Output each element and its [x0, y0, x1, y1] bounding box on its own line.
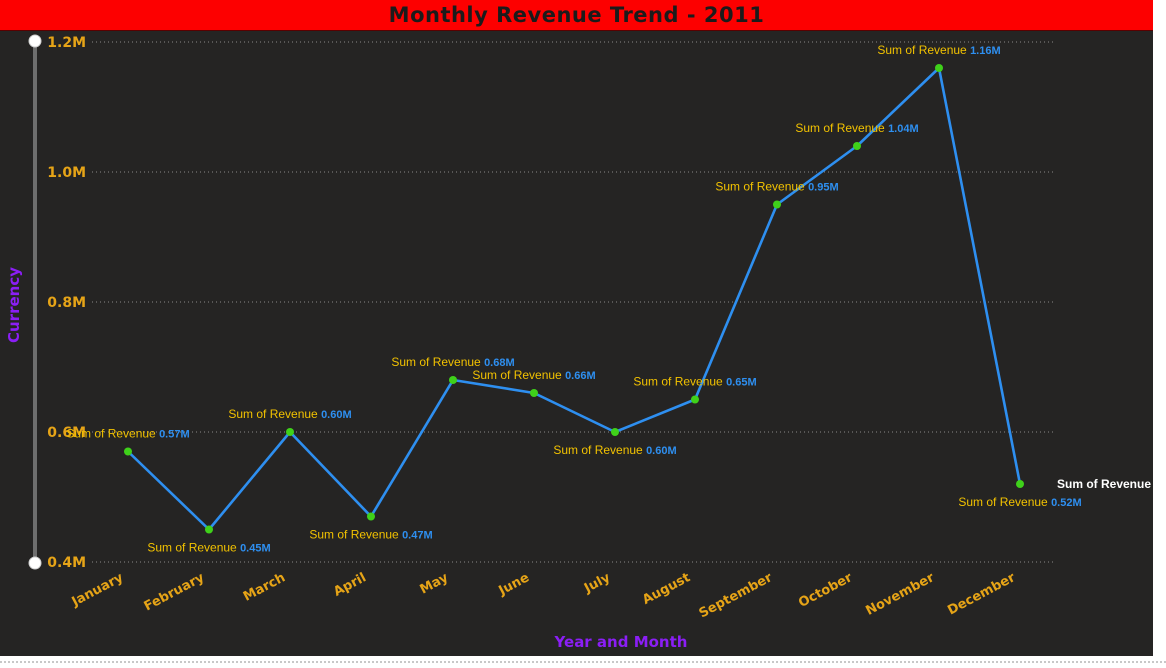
data-label-series-name: Sum of Revenue [66, 427, 159, 441]
data-label: Sum of Revenue 1.16M [877, 43, 1000, 57]
data-label-value: 0.47M [402, 530, 433, 542]
data-label: Sum of Revenue 0.52M [958, 495, 1081, 509]
x-tick-label: July [581, 570, 613, 597]
data-label-value: 0.65M [726, 377, 757, 389]
data-label-series-name: Sum of Revenue [472, 368, 565, 382]
data-label-series-name: Sum of Revenue [309, 528, 402, 542]
data-label-value: 0.66M [565, 370, 596, 382]
y-tick-label: 1.0M [47, 165, 86, 181]
data-point [530, 389, 538, 397]
data-point [1016, 480, 1024, 488]
data-label-series-name: Sum of Revenue [877, 43, 970, 57]
data-label: Sum of Revenue 0.95M [715, 180, 838, 194]
x-tick-label: December [945, 570, 1018, 618]
data-label-series-name: Sum of Revenue [391, 355, 484, 369]
data-label: Sum of Revenue 0.60M [228, 407, 351, 421]
data-point [449, 376, 457, 384]
chart-frame: Monthly Revenue Trend - 2011 0.4M 0.6M 0.8… [0, 0, 1153, 656]
x-tick-label: April [331, 570, 369, 600]
page-divider [0, 661, 1166, 663]
data-label-value: 1.16M [970, 45, 1001, 57]
data-point [935, 64, 943, 72]
series-line-sum-of-revenue [127, 66, 1022, 531]
y-tick-label: 0.4M [47, 555, 86, 571]
data-label-series-name: Sum of Revenue [795, 121, 888, 135]
data-label: Sum of Revenue 1.04M [795, 121, 918, 135]
data-label: Sum of Revenue 0.57M [66, 427, 189, 441]
data-label-series-name: Sum of Revenue [715, 180, 808, 194]
y-tick-label: 0.8M [47, 295, 86, 311]
y-zoom-slider-handle-bottom[interactable] [28, 556, 42, 570]
series-end-label: Sum of Revenue [1057, 477, 1151, 491]
data-label: Sum of Revenue 0.66M [472, 368, 595, 382]
data-label-value: 0.52M [1051, 497, 1082, 509]
data-point [286, 428, 294, 436]
data-label-series-name: Sum of Revenue [553, 443, 646, 457]
x-tick-label: August [640, 570, 693, 608]
x-tick-label: June [496, 570, 532, 599]
data-label: Sum of Revenue 0.47M [309, 528, 432, 542]
x-axis-title: Year and Month [554, 633, 688, 651]
x-tick-label: February [142, 570, 208, 614]
data-label-value: 0.60M [646, 445, 677, 457]
data-label: Sum of Revenue 0.65M [633, 375, 756, 389]
data-label-value: 1.04M [888, 123, 919, 135]
data-point [853, 142, 861, 150]
x-tick-label: September [697, 570, 776, 621]
data-label: Sum of Revenue 0.45M [147, 541, 270, 555]
x-tick-label: November [863, 570, 937, 619]
x-tick-label: October [796, 570, 855, 611]
y-tick-label: 1.2M [47, 35, 86, 51]
y-axis-title: Currency [5, 267, 23, 343]
chart-title: Monthly Revenue Trend - 2011 [0, 0, 1153, 31]
data-label-value: 0.95M [808, 182, 839, 194]
data-label: Sum of Revenue 0.60M [553, 443, 676, 457]
data-label-series-name: Sum of Revenue [147, 541, 240, 555]
data-point [691, 395, 699, 404]
data-label-series-name: Sum of Revenue [958, 495, 1051, 509]
data-label: Sum of Revenue 0.68M [391, 355, 514, 369]
data-point [611, 428, 619, 436]
data-point [367, 512, 375, 521]
line-chart: 0.4M 0.6M 0.8M 1.0M 1.2M Currency Year and Mon… [5, 34, 1151, 651]
x-tick-label: May [418, 570, 452, 597]
data-point [124, 447, 132, 456]
data-label-series-name: Sum of Revenue [633, 375, 726, 389]
data-point [205, 525, 213, 534]
data-point [773, 200, 781, 209]
data-label-series-name: Sum of Revenue [228, 407, 321, 421]
x-tick-label: January [69, 570, 127, 610]
y-zoom-slider-handle-top[interactable] [28, 34, 42, 48]
data-label-value: 0.57M [159, 429, 190, 441]
data-label-value: 0.60M [321, 409, 352, 421]
y-tick-label: 0.6M [47, 425, 86, 441]
data-label-value: 0.45M [240, 543, 271, 555]
x-tick-label: March [241, 570, 288, 604]
data-label-value: 0.68M [484, 357, 515, 369]
